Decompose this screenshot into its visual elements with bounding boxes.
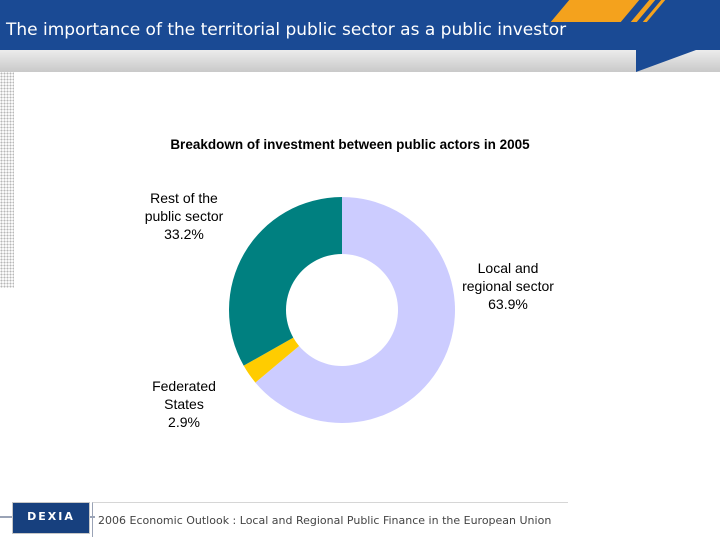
dotted-side-decoration (0, 72, 14, 288)
slice-label-federated-states: Federated States 2.9% (152, 378, 216, 430)
header-gray-band (0, 50, 720, 72)
slice-federated-states (243, 337, 300, 383)
title-bar: The importance of the territorial public… (0, 0, 720, 50)
slice-rest-public-sector (229, 197, 342, 366)
dexia-logo: DEXIA (12, 502, 90, 534)
slice-label-rest-public-sector: Rest of the public sector 33.2% (144, 190, 224, 242)
logo-wordmark: DEXIA (27, 510, 75, 523)
page-title: The importance of the territorial public… (6, 20, 567, 40)
chart-title: Breakdown of investment between public a… (170, 137, 530, 152)
slice-label-local-regional: Local and regional sector 63.9% (462, 260, 554, 312)
footer-caption: 2006 Economic Outlook : Local and Region… (98, 514, 552, 527)
footer-caption-box (92, 502, 568, 537)
slice-local-regional (255, 197, 455, 423)
header-band-edge (636, 50, 696, 72)
